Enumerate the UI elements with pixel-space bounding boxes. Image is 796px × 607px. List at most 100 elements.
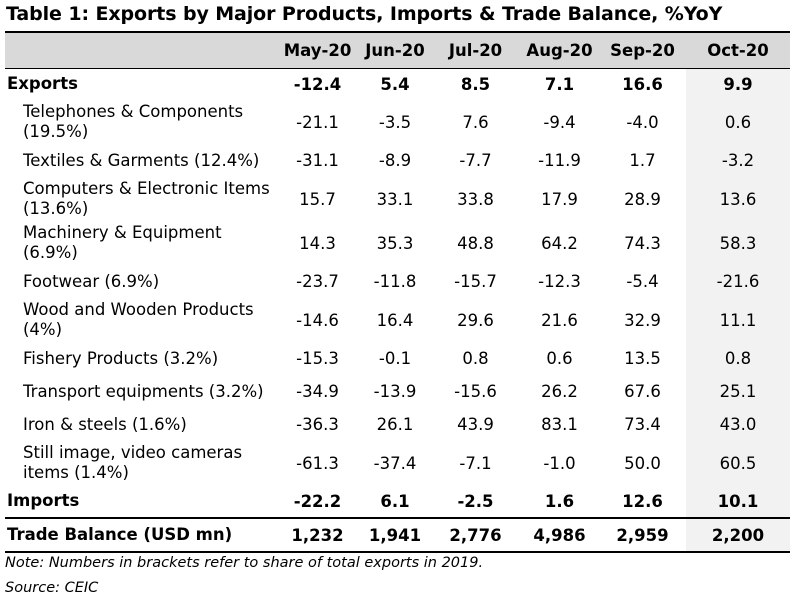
column-header: Jun-20 (359, 31, 431, 69)
table-row: Transport equipments (3.2%) -34.9 -13.9 … (5, 375, 790, 408)
table-cell: 16.4 (376, 310, 414, 330)
column-header: Sep-20 (599, 31, 686, 69)
table-row-imports: Imports -22.2 6.1 -2.5 1.6 12.6 10.1 (5, 485, 790, 518)
table-cell: -11.8 (373, 272, 417, 291)
table-cell: -15.6 (454, 382, 497, 401)
row-label: Trade Balance (USD mn) (5, 517, 276, 553)
table-cell: -12.4 (293, 74, 342, 94)
table-cell: 0.8 (686, 342, 790, 375)
table-cell: 33.8 (457, 189, 494, 209)
column-header: Jul-20 (431, 31, 520, 69)
table-row: Wood and Wooden Products (4%) -14.6 16.4… (5, 298, 790, 342)
column-header: Aug-20 (520, 31, 599, 69)
table-cell: 29.6 (457, 310, 494, 330)
table-cell: 15.7 (299, 189, 336, 209)
table-cell: 6.1 (380, 491, 410, 511)
row-label: Exports (7, 74, 78, 94)
table-cell: -36.3 (296, 415, 339, 434)
table-cell: 21.6 (541, 310, 578, 330)
header-blank (5, 31, 276, 69)
table-cell: 0.6 (546, 349, 573, 368)
table-cell: 26.2 (541, 382, 578, 401)
table-cell: 16.6 (622, 74, 663, 94)
table-cell: 28.9 (624, 189, 661, 209)
table-cell: 26.1 (376, 415, 414, 434)
table-cell: -21.1 (296, 112, 339, 132)
table-row: Textiles & Garments (12.4%) -31.1 -8.9 -… (5, 144, 790, 177)
table-cell: -15.3 (296, 349, 339, 368)
table-cell: 13.5 (624, 349, 661, 368)
table-cell: 14.3 (299, 233, 336, 253)
table-cell: 1,232 (276, 517, 359, 553)
table-cell: 0.8 (462, 349, 489, 368)
header-row: May-20 Jun-20 Jul-20 Aug-20 Sep-20 Oct-2… (5, 31, 790, 69)
table-title: Table 1: Exports by Major Products, Impo… (6, 3, 723, 25)
table-cell: 17.9 (541, 189, 578, 209)
table-cell: -34.9 (296, 382, 339, 401)
row-label: Still image, video cameras items (1.4%) (23, 443, 243, 482)
table-cell: -11.9 (538, 151, 581, 170)
table-cell: 2,200 (686, 517, 790, 553)
table-cell: 32.9 (624, 310, 661, 330)
row-label: Iron & steels (1.6%) (23, 414, 187, 434)
table-cell: 74.3 (624, 233, 661, 253)
table-cell: 67.6 (624, 382, 661, 401)
table-cell: 4,986 (520, 517, 599, 553)
table-cell: 2,959 (599, 517, 686, 553)
table-cell: 5.4 (380, 74, 410, 94)
table-cell: 33.1 (376, 189, 414, 209)
row-label: Imports (7, 491, 80, 510)
table-cell: 73.4 (624, 415, 661, 434)
column-header: May-20 (276, 31, 359, 69)
table-cell: 13.6 (686, 177, 790, 221)
table-cell: -7.1 (459, 453, 492, 473)
column-header: Oct-20 (686, 31, 790, 69)
table-row: Fishery Products (3.2%) -15.3 -0.1 0.8 0… (5, 342, 790, 375)
trade-table: May-20 Jun-20 Jul-20 Aug-20 Sep-20 Oct-2… (5, 31, 790, 553)
table-cell: -2.5 (457, 491, 494, 511)
table-cell: 10.1 (686, 485, 790, 518)
table-cell: 1,941 (359, 517, 431, 553)
table-cell: -37.4 (373, 453, 417, 473)
table-cell: -23.7 (296, 272, 339, 291)
table-cell: -7.7 (459, 151, 492, 170)
row-label: Machinery & Equipment (6.9%) (23, 223, 222, 262)
table-cell: -3.5 (378, 112, 412, 132)
table-cell: 2,776 (431, 517, 520, 553)
row-label: Transport equipments (3.2%) (23, 381, 264, 401)
table-cell: 0.6 (686, 100, 790, 144)
table-cell: 7.1 (544, 74, 575, 94)
table-cell: -9.4 (543, 112, 576, 132)
table-cell: 48.8 (457, 233, 494, 253)
table-row-trade-balance: Trade Balance (USD mn) 1,232 1,941 2,776… (5, 517, 790, 553)
table-cell: 64.2 (541, 233, 578, 253)
table-cell: 12.6 (622, 491, 663, 511)
row-label: Computers & Electronic Items (13.6%) (23, 179, 270, 218)
table-row: Iron & steels (1.6%) -36.3 26.1 43.9 83.… (5, 408, 790, 441)
table-cell: 60.5 (686, 441, 790, 485)
row-label: Textiles & Garments (12.4%) (23, 150, 260, 170)
table-cell: 25.1 (686, 375, 790, 408)
table-source: Source: CEIC (5, 580, 99, 596)
table-cell: 11.1 (686, 298, 790, 342)
table-cell: 43.9 (457, 415, 494, 434)
table-cell: -61.3 (296, 453, 339, 473)
table-cell: 8.5 (460, 74, 491, 94)
table-cell: 7.6 (462, 112, 489, 132)
table-cell: -31.1 (296, 151, 339, 170)
table-cell: -0.1 (378, 349, 412, 368)
table-cell: 35.3 (376, 233, 414, 253)
table-cell: -15.7 (454, 272, 497, 291)
table-cell: 43.0 (686, 408, 790, 441)
row-label: Telephones & Components (19.5%) (23, 102, 244, 141)
table-cell: 50.0 (624, 453, 661, 473)
table-note: Note: Numbers in brackets refer to share… (5, 555, 484, 571)
row-label: Footwear (6.9%) (23, 271, 160, 291)
table-cell: -5.4 (626, 272, 659, 291)
table-cell: 58.3 (686, 221, 790, 265)
table-row: Still image, video cameras items (1.4%) … (5, 441, 790, 485)
row-label: Wood and Wooden Products (4%) (23, 300, 254, 339)
table-cell: -4.0 (626, 112, 659, 132)
table-cell: -3.2 (686, 144, 790, 177)
table-cell: 83.1 (541, 415, 578, 434)
